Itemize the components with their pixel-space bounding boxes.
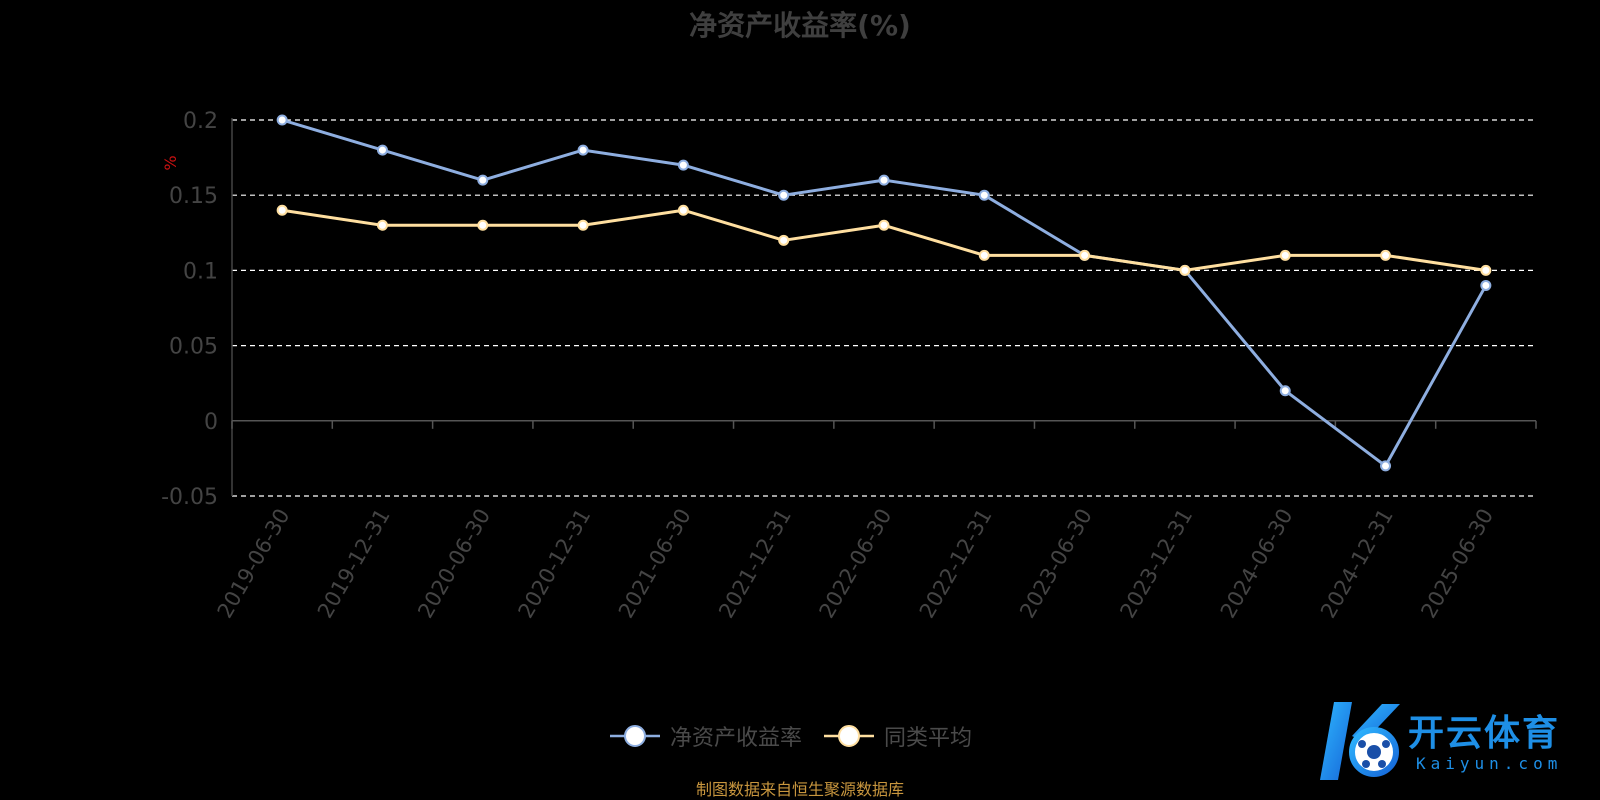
kaiyun-logo: 开云体育 Kaiyun.com [1312, 696, 1592, 790]
x-tick-label: 2023-06-30 [1015, 505, 1097, 623]
data-point[interactable] [1380, 249, 1392, 261]
data-point[interactable] [677, 204, 689, 216]
x-tick-label: 2021-06-30 [614, 505, 696, 623]
x-tick-labels: 2019-06-30 2019-12-31 2020-06-30 2020-12-31… [213, 504, 1499, 622]
series [276, 114, 1492, 472]
data-point[interactable] [477, 219, 489, 231]
data-point[interactable] [878, 174, 890, 186]
series-line-0 [281, 118, 1488, 468]
legend-label-roe: 净资产收益率 [670, 726, 803, 751]
logo-mark-icon [1320, 702, 1400, 780]
axes [231, 118, 1537, 496]
y-tick-labels: 0.2 0.15 0.1 0.05 0 -0.05 [161, 109, 218, 510]
data-point[interactable] [577, 144, 589, 156]
legend-marker-roe [610, 725, 660, 747]
data-point[interactable] [1279, 385, 1291, 397]
data-point[interactable] [1380, 460, 1392, 472]
x-tick-label: 2019-06-30 [213, 505, 295, 623]
logo-text: 开云体育 [1408, 713, 1561, 754]
x-tick-label: 2020-06-30 [413, 505, 495, 623]
legend-label-peer-avg: 同类平均 [884, 726, 973, 751]
y-tick-label: 0.15 [169, 184, 218, 209]
legend-item-roe[interactable]: 净资产收益率 [608, 720, 802, 752]
series-line-1 [281, 208, 1487, 272]
data-point[interactable] [1179, 264, 1191, 276]
legend: 净资产收益率 同类平均 [608, 720, 972, 752]
data-point[interactable] [477, 174, 489, 186]
x-tick-label: 2020-12-31 [514, 505, 596, 623]
y-tick-label: -0.05 [161, 485, 218, 510]
logo-subtext: Kaiyun.com [1416, 754, 1563, 773]
y-tick-label: 0 [204, 410, 218, 435]
legend-item-peer-avg[interactable]: 同类平均 [822, 720, 972, 752]
legend-marker-peer-avg [824, 725, 875, 747]
data-point[interactable] [376, 219, 388, 231]
data-point[interactable] [276, 114, 288, 126]
data-point[interactable] [677, 159, 689, 171]
data-point[interactable] [1480, 279, 1492, 291]
x-tick-label: 2023-12-31 [1115, 505, 1197, 623]
data-point[interactable] [978, 249, 990, 261]
x-tick-label: 2022-06-30 [815, 505, 897, 623]
data-point[interactable] [778, 234, 790, 246]
data-point[interactable] [577, 219, 589, 231]
y-tick-label: 0.05 [169, 335, 218, 360]
data-point[interactable] [978, 189, 990, 201]
x-tick-label: 2022-12-31 [915, 504, 997, 622]
y-tick-label: 0.1 [183, 259, 218, 284]
data-point[interactable] [1079, 249, 1091, 261]
data-point[interactable] [778, 189, 790, 201]
data-point[interactable] [1279, 249, 1291, 261]
data-point[interactable] [276, 204, 288, 216]
x-tick-label: 2021-12-31 [714, 505, 796, 623]
data-point[interactable] [1480, 264, 1492, 276]
data-source-note: 制图数据来自恒生聚源数据库 [695, 780, 904, 799]
x-tick-label: 2024-06-30 [1216, 505, 1298, 623]
data-point[interactable] [376, 144, 388, 156]
x-tick-label: 2025-06-30 [1416, 505, 1498, 623]
chart-title: 净资产收益率(%) [689, 9, 911, 42]
x-tick-label: 2024-12-31 [1316, 505, 1398, 623]
y-axis-unit: % [161, 155, 180, 170]
y-tick-label: 0.2 [183, 109, 218, 134]
grid-lines [232, 119, 1536, 497]
data-point[interactable] [878, 219, 890, 231]
x-tick-label: 2019-12-31 [313, 505, 395, 623]
